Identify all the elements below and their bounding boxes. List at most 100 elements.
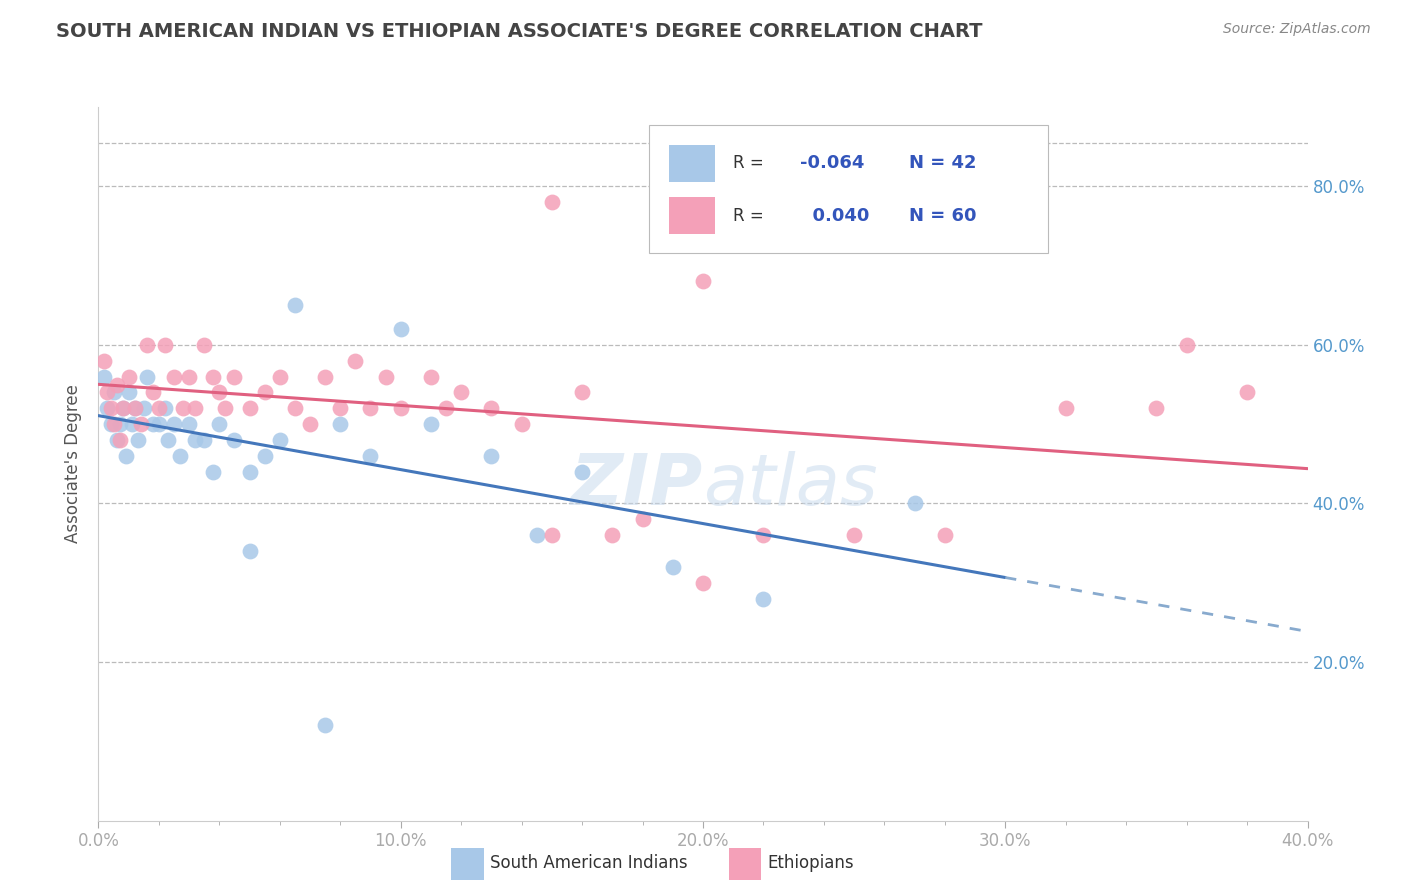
Point: [1236, 385, 1258, 400]
Point: [329, 401, 352, 416]
Point: [752, 528, 775, 542]
Point: [108, 417, 131, 432]
Point: [344, 353, 367, 368]
Point: [662, 560, 685, 574]
Point: [208, 385, 231, 400]
Point: [481, 401, 503, 416]
Point: [1054, 401, 1077, 416]
Point: [214, 401, 236, 416]
Point: [193, 338, 215, 352]
Point: [389, 322, 412, 336]
Point: [153, 401, 176, 416]
Point: [111, 401, 134, 416]
Point: [142, 417, 165, 432]
Point: [163, 369, 186, 384]
Point: [434, 401, 457, 416]
Bar: [669, 197, 716, 234]
Text: Source: ZipAtlas.com: Source: ZipAtlas.com: [1223, 22, 1371, 37]
Point: [184, 433, 207, 447]
Point: [284, 298, 307, 312]
Point: [163, 417, 186, 432]
FancyBboxPatch shape: [648, 125, 1047, 253]
Point: [202, 465, 225, 479]
Point: [96, 385, 118, 400]
Point: [153, 338, 176, 352]
Point: [420, 417, 443, 432]
Point: [208, 417, 231, 432]
Text: N = 60: N = 60: [908, 207, 976, 225]
Y-axis label: Associate's Degree: Associate's Degree: [65, 384, 83, 543]
Point: [374, 369, 396, 384]
Bar: [728, 848, 762, 880]
Text: South American Indians: South American Indians: [489, 854, 688, 872]
Point: [904, 496, 927, 510]
Point: [105, 433, 128, 447]
Point: [135, 338, 157, 352]
Point: [481, 449, 503, 463]
Point: [103, 417, 125, 432]
Point: [224, 369, 246, 384]
Point: [450, 385, 472, 400]
Point: [239, 465, 262, 479]
Point: [148, 417, 170, 432]
Text: Ethiopians: Ethiopians: [768, 854, 853, 872]
Point: [172, 401, 194, 416]
Point: [93, 353, 115, 368]
Point: [540, 528, 562, 542]
Point: [142, 385, 165, 400]
Point: [571, 385, 593, 400]
Point: [510, 417, 533, 432]
Point: [752, 591, 775, 606]
Point: [284, 401, 307, 416]
Point: [103, 385, 125, 400]
Point: [540, 195, 562, 210]
Point: [118, 385, 141, 400]
Point: [253, 449, 276, 463]
Point: [692, 575, 714, 590]
Point: [127, 433, 149, 447]
Text: SOUTH AMERICAN INDIAN VS ETHIOPIAN ASSOCIATE'S DEGREE CORRELATION CHART: SOUTH AMERICAN INDIAN VS ETHIOPIAN ASSOC…: [56, 22, 983, 41]
Point: [100, 401, 122, 416]
Text: N = 42: N = 42: [908, 154, 976, 172]
Point: [314, 369, 336, 384]
Point: [184, 401, 207, 416]
Point: [299, 417, 322, 432]
Point: [420, 369, 443, 384]
Point: [100, 417, 122, 432]
Point: [844, 528, 866, 542]
Text: ZIP: ZIP: [571, 450, 703, 520]
Bar: [451, 848, 484, 880]
Point: [124, 401, 146, 416]
Point: [179, 417, 201, 432]
Point: [571, 465, 593, 479]
Point: [118, 369, 141, 384]
Text: -0.064: -0.064: [800, 154, 865, 172]
Point: [129, 417, 152, 432]
Point: [389, 401, 412, 416]
Point: [93, 369, 115, 384]
Point: [269, 369, 291, 384]
Point: [169, 449, 191, 463]
Point: [193, 433, 215, 447]
Point: [692, 275, 714, 289]
Point: [135, 369, 157, 384]
Point: [132, 401, 155, 416]
Point: [631, 512, 654, 526]
Point: [269, 433, 291, 447]
Point: [1144, 401, 1167, 416]
Point: [1175, 338, 1198, 352]
Text: R =: R =: [734, 207, 763, 225]
Point: [224, 433, 246, 447]
Point: [602, 528, 624, 542]
Point: [239, 401, 262, 416]
Point: [114, 449, 136, 463]
Point: [105, 377, 128, 392]
Point: [111, 401, 134, 416]
Point: [96, 401, 118, 416]
Text: R =: R =: [734, 154, 763, 172]
Point: [329, 417, 352, 432]
Point: [314, 718, 336, 732]
Point: [934, 528, 956, 542]
Point: [239, 544, 262, 558]
Point: [124, 401, 146, 416]
